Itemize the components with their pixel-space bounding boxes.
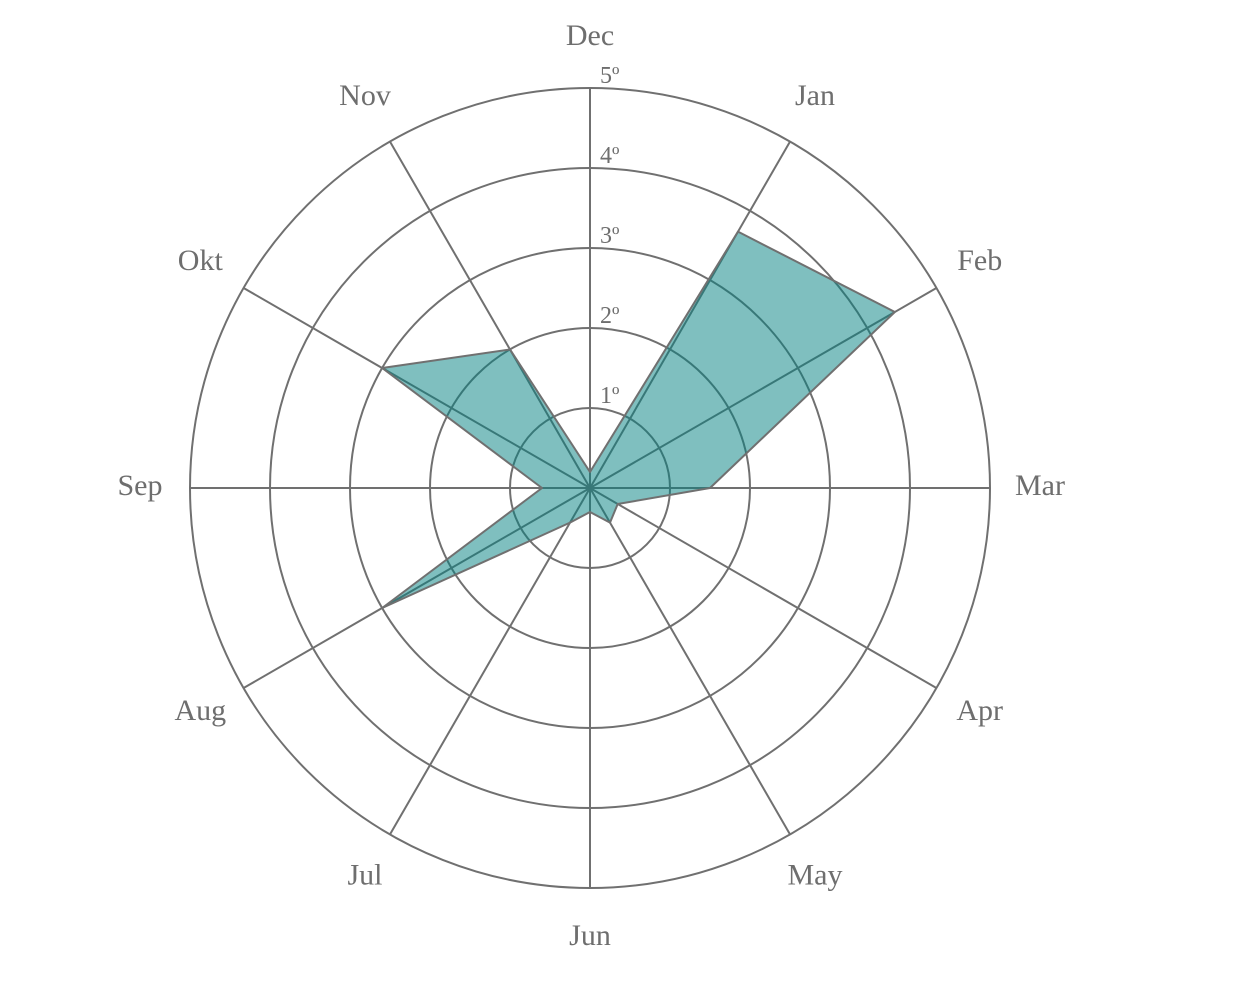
tick-label-5: 5º: [600, 63, 620, 89]
category-label-jul: Jul: [347, 859, 382, 892]
axis-spokes: [190, 88, 990, 888]
category-label-jun: Jun: [569, 919, 611, 952]
category-label-jan: Jan: [795, 79, 835, 112]
category-label-mar: Mar: [1015, 469, 1065, 502]
series-area-0: [381, 230, 896, 609]
spoke-may: [589, 487, 791, 835]
category-label-aug: Aug: [174, 694, 226, 727]
category-label-may: May: [788, 859, 843, 892]
category-labels: Dec Jan Feb Mar Apr May Jun Jul Aug Sep Okt Nov: [118, 19, 1065, 952]
category-label-okt: Okt: [178, 244, 224, 277]
spoke-apr: [589, 487, 937, 689]
tick-label-2: 2º: [600, 303, 620, 329]
category-label-dec: Dec: [566, 19, 614, 52]
category-label-feb: Feb: [957, 244, 1002, 277]
category-label-sep: Sep: [118, 469, 163, 502]
spoke-jul: [389, 487, 591, 835]
tick-label-4: 4º: [600, 143, 620, 169]
category-label-apr: Apr: [956, 694, 1003, 727]
category-label-nov: Nov: [339, 79, 391, 112]
tick-label-3: 3º: [600, 223, 620, 249]
tick-label-1: 1º: [600, 383, 620, 409]
radial-tick-labels: 1º 2º 3º 4º 5º: [600, 63, 620, 409]
series-layer: [381, 230, 896, 609]
